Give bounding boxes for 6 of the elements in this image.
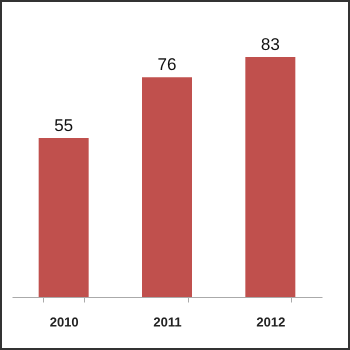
x-tick-label: 2012 bbox=[256, 314, 286, 330]
data-label: 76 bbox=[158, 55, 176, 74]
data-label: 55 bbox=[54, 116, 74, 135]
x-tick-label: 2011 bbox=[153, 314, 182, 330]
data-label: 83 bbox=[260, 35, 280, 54]
x-tick-label: 2010 bbox=[50, 314, 79, 330]
